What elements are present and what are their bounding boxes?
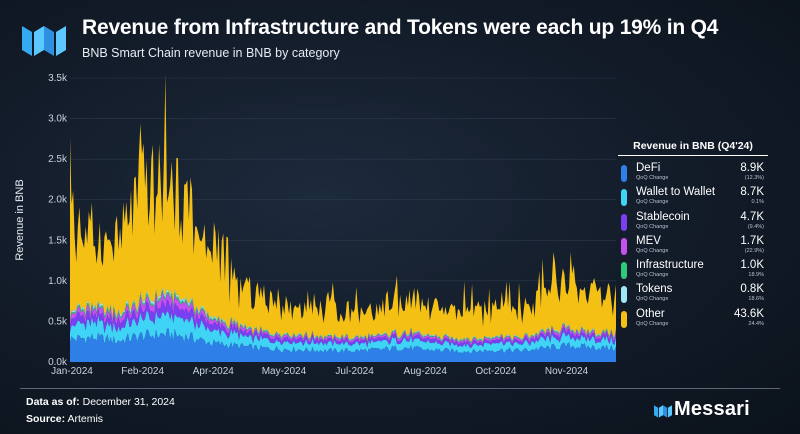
legend-name: DeFi	[636, 162, 661, 174]
y-tick-label: 2.5k	[48, 154, 68, 165]
legend-swatch	[621, 165, 627, 182]
legend-name: MEV	[636, 234, 661, 247]
legend-name: Tokens	[636, 283, 673, 296]
legend-value: 8.9K	[740, 162, 764, 174]
legend-name: Infrastructure	[636, 259, 704, 272]
x-tick-label: Aug-2024	[404, 366, 448, 377]
legend-swatch	[621, 310, 627, 328]
y-tick-label: 0.5k	[48, 316, 68, 327]
legend-sub-label: QoQ Change	[636, 296, 669, 303]
y-tick-label: 3.5k	[48, 73, 68, 84]
legend-change: (12.3%)	[744, 175, 764, 181]
legend-item-stablecoin: Stablecoin QoQ Change 4.7K (9.4%)	[618, 211, 768, 235]
legend-swatch	[621, 262, 627, 280]
legend-items: DeFi QoQ Change 8.9K (12.3%) Wallet to Walle…	[618, 162, 768, 332]
x-tick-label: Jan-2024	[51, 366, 93, 377]
legend-item-defi: DeFi QoQ Change 8.9K (12.3%)	[618, 162, 768, 186]
data-as-of-label: Data as of:	[26, 396, 80, 408]
area-wallet-to-wallet	[70, 310, 616, 354]
legend-change: (22.9%)	[744, 247, 764, 254]
legend-item-infrastructure: Infrastructure QoQ Change 1.0K 18.9%	[618, 259, 768, 283]
chart-subtitle: BNB Smart Chain revenue in BNB by catego…	[82, 46, 340, 60]
area-other	[70, 73, 616, 342]
legend-sub-label: QoQ Change	[636, 199, 669, 206]
legend-value: 4.7K	[740, 210, 764, 223]
legend-swatch	[621, 213, 627, 231]
legend-change: 24.4%	[748, 320, 764, 327]
y-tick-label: 0.0k	[48, 357, 68, 368]
legend-item-tokens: Tokens QoQ Change 0.8K 18.6%	[618, 283, 768, 307]
legend-value: 43.6K	[733, 307, 764, 320]
area-defi	[70, 328, 616, 362]
y-tick-label: 1.0k	[48, 276, 68, 287]
source: Source: Artemis	[26, 413, 103, 425]
brand-name: Messari	[674, 398, 750, 420]
data-as-of: Data as of: December 31, 2024	[26, 396, 175, 408]
legend: Revenue in BNB (Q4'24) DeFi QoQ Change 8.9…	[618, 140, 768, 332]
legend-value: 0.8K	[740, 283, 764, 296]
x-tick-label: May-2024	[262, 366, 307, 377]
legend-change: (9.4%)	[747, 223, 764, 230]
legend-item-other: Other QoQ Change 43.6K 24.4%	[618, 308, 768, 332]
source-value: Artemis	[67, 413, 104, 425]
legend-name: Stablecoin	[636, 210, 690, 223]
legend-item-mev: MEV QoQ Change 1.7K (22.9%)	[618, 235, 768, 259]
legend-sub-label: QoQ Change	[636, 272, 669, 279]
legend-sub-label: QoQ Change	[636, 247, 669, 254]
y-tick-label: 2.0k	[48, 195, 68, 206]
source-label: Source:	[26, 413, 66, 425]
x-tick-label: Apr-2024	[193, 366, 235, 377]
messari-brand-icon	[654, 405, 672, 418]
legend-value: 8.7K	[740, 186, 764, 199]
y-tick-label: 3.0k	[48, 114, 68, 125]
legend-item-wallet-to-wallet: Wallet to Wallet QoQ Change 8.7K 0.1%	[618, 186, 768, 210]
messari-logo-icon	[22, 26, 66, 56]
legend-name: Other	[636, 307, 665, 320]
legend-swatch	[621, 286, 627, 304]
legend-change: 18.6%	[748, 296, 764, 303]
legend-swatch	[621, 189, 627, 207]
legend-name: Wallet to Wallet	[636, 186, 716, 199]
legend-swatch	[621, 237, 627, 255]
legend-change: 0.1%	[751, 199, 764, 206]
legend-sub-label: QoQ Change	[636, 320, 669, 327]
x-tick-label: Nov-2024	[545, 366, 589, 377]
legend-value: 1.7K	[740, 234, 764, 247]
legend-title: Revenue in BNB (Q4'24)	[618, 140, 768, 156]
legend-sub-label: QoQ Change	[636, 223, 669, 230]
y-tick-label: 1.5k	[48, 235, 68, 246]
x-tick-label: Oct-2024	[475, 366, 517, 377]
chart-title: Revenue from Infrastructure and Tokens w…	[82, 16, 719, 39]
data-as-of-value: December 31, 2024	[82, 396, 175, 408]
footer-divider	[20, 388, 780, 389]
legend-sub-label: QoQ Change	[636, 175, 669, 181]
x-tick-label: Feb-2024	[121, 366, 164, 377]
x-tick-label: Jul-2024	[335, 366, 374, 377]
legend-change: 18.9%	[748, 272, 764, 279]
legend-value: 1.0K	[740, 259, 764, 272]
